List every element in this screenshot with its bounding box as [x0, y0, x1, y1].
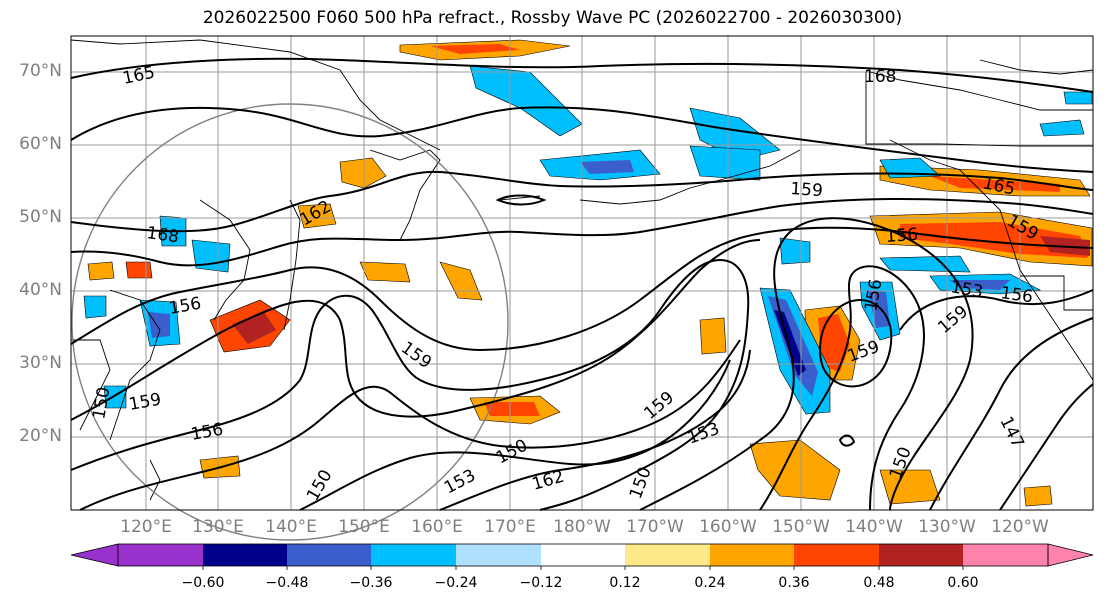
contour-line [439, 349, 751, 511]
positive-anomaly-patch [1023, 485, 1053, 507]
contour-label: 168 [145, 223, 180, 247]
colorbar-tick-label: 0.48 [863, 575, 895, 591]
contour-line [299, 359, 731, 511]
colorbar-tick-label: −0.12 [519, 575, 563, 591]
positive-anomaly-patch [125, 261, 153, 279]
positive-anomaly-patch [930, 176, 1060, 192]
colorbar-segment [456, 544, 541, 566]
lat-label-50n: 50°N [19, 207, 62, 227]
lon-label-170w: 170°W [626, 517, 684, 537]
contour-line [899, 289, 1094, 331]
colorbar-segment [203, 544, 287, 566]
colorbar-tick-label: −0.60 [181, 575, 225, 591]
positive-anomaly-patch [699, 317, 727, 355]
contour-line [79, 339, 741, 511]
positive-anomaly-patch [430, 44, 520, 54]
contour-line [495, 194, 547, 206]
lon-label-150e: 150°E [338, 517, 390, 537]
lon-label-130w: 130°W [918, 517, 976, 537]
lon-label-140w: 140°W [845, 517, 903, 537]
contour-line [70, 57, 1094, 93]
colorbar-tick-label: 0.60 [947, 575, 979, 591]
lon-label-130e: 130°E [192, 517, 244, 537]
colorbar-tick-label: −0.36 [349, 575, 393, 591]
negative-anomaly-patch [774, 310, 806, 376]
lon-label-140e: 140°E [265, 517, 317, 537]
positive-anomaly-patch [879, 469, 941, 505]
height-contours [70, 57, 1094, 511]
positive-anomaly-patch [359, 261, 411, 283]
colorbar-extend-left [70, 543, 119, 567]
colorbar-segment [963, 544, 1048, 566]
lat-label-40n: 40°N [19, 280, 62, 300]
lon-label-150w: 150°W [772, 517, 830, 537]
contour-label: 156 [999, 283, 1034, 307]
lon-label-160w: 160°W [699, 517, 757, 537]
contour-line [818, 298, 893, 388]
contour-line [70, 106, 1094, 173]
positive-anomaly-patch [297, 203, 337, 229]
colorbar-extend-right [1047, 543, 1094, 567]
colorbar-segment [118, 544, 203, 566]
contour-line [999, 383, 1094, 511]
negative-anomaly-patch [83, 295, 107, 319]
lat-label-60n: 60°N [19, 134, 62, 154]
negative-anomaly-patch [950, 280, 1010, 290]
lon-label-160e: 160°E [411, 517, 463, 537]
negative-anomaly-patch [1039, 119, 1085, 137]
colorbar-tick-label: 0.12 [609, 575, 641, 591]
contour-line [838, 434, 856, 447]
contour-line [639, 217, 974, 511]
colorbar [70, 543, 1094, 570]
negative-anomaly-patch [1063, 91, 1093, 105]
colorbar-tick-label: −0.24 [434, 575, 478, 591]
lon-label-120e: 120°E [120, 517, 172, 537]
lat-label-20n: 20°N [19, 426, 62, 446]
negative-anomaly-patch [879, 255, 971, 273]
negative-anomaly-patch [191, 239, 231, 273]
negative-anomaly-patch [779, 237, 811, 265]
colorbar-segment [625, 544, 710, 566]
map-frame [70, 35, 1094, 511]
reference-circle [71, 103, 509, 541]
colorbar-tick-label: 0.24 [694, 575, 726, 591]
positive-anomaly-patch [484, 402, 540, 416]
negative-anomaly-patch [689, 145, 761, 181]
colorbar-segment [794, 544, 879, 566]
contour-label: 156 [885, 225, 919, 247]
colorbar-outline [117, 543, 1049, 567]
lon-label-170e: 170°E [484, 517, 536, 537]
colorbar-tick-label: 0.36 [778, 575, 810, 591]
colorbar-segment [371, 544, 456, 566]
negative-anomaly-patch [148, 312, 170, 338]
positive-anomaly-patch [749, 439, 841, 501]
contour-line [759, 265, 925, 511]
negative-anomaly-patch [580, 160, 634, 174]
colorbar-segment [541, 544, 625, 566]
map-grid [71, 36, 1093, 510]
contour-line [929, 317, 1094, 511]
lat-label-70n: 70°N [19, 61, 62, 81]
colorbar-tick-label: −0.48 [265, 575, 309, 591]
colorbar-segment [879, 544, 963, 566]
map-panel: 165 168 159 165 159 168 162 156 156 159 … [70, 35, 1094, 541]
positive-anomaly-patch [339, 157, 387, 189]
positive-anomaly-patch [87, 261, 115, 281]
contour-line [70, 198, 1094, 267]
lon-label-180w: 180°W [553, 517, 611, 537]
lat-label-30n: 30°N [19, 353, 62, 373]
lon-label-120w: 120°W [991, 517, 1049, 537]
contour-line [70, 239, 761, 421]
contour-line [70, 170, 1094, 233]
contour-label: 159 [790, 179, 824, 201]
colorbar-segment [287, 544, 371, 566]
positive-anomaly-patch [232, 312, 276, 344]
colorbar-segment [710, 544, 794, 566]
map-title: 2026022500 F060 500 hPa refract., Rossby… [202, 8, 903, 28]
contour-label: 168 [864, 67, 896, 87]
